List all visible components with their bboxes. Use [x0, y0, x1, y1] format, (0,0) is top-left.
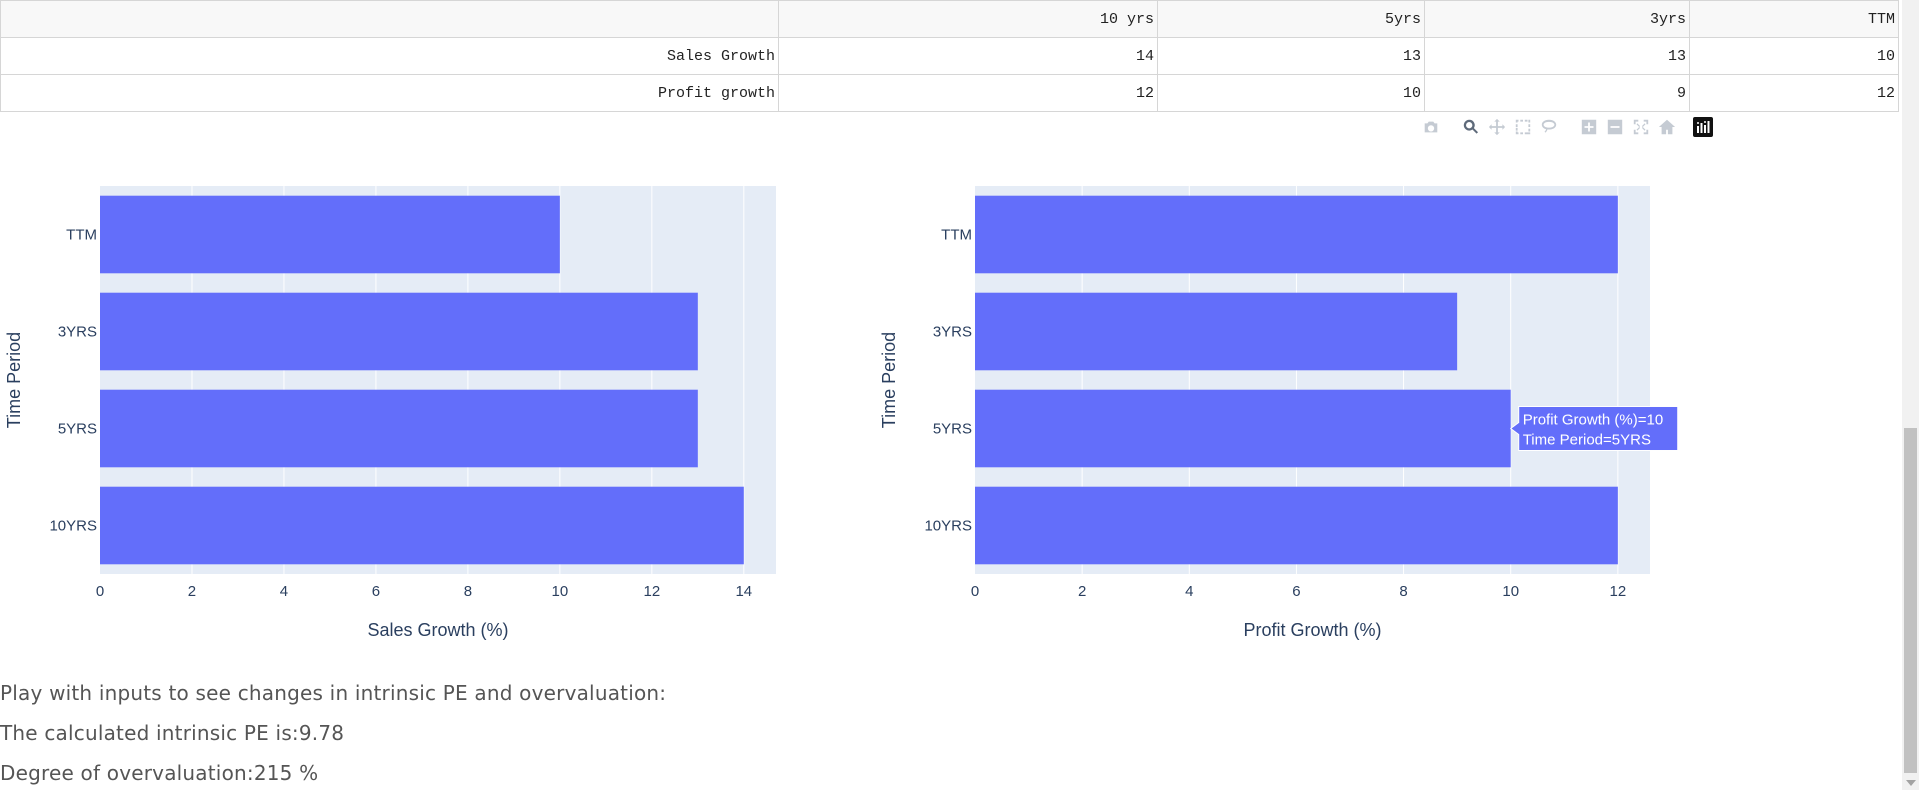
- y-tick-label: TTM: [941, 227, 972, 244]
- row-label: Profit growth: [0, 74, 779, 112]
- zoom-in-icon[interactable]: [1576, 116, 1602, 138]
- tooltip-line: Profit Growth (%)=10: [1523, 412, 1663, 429]
- y-tick-label: 3YRS: [58, 324, 97, 341]
- bar-5yrs[interactable]: [975, 389, 1511, 468]
- table-cell: 13: [1157, 37, 1425, 75]
- table-cell: 12: [1689, 74, 1899, 112]
- bar-3yrs[interactable]: [100, 292, 698, 371]
- zoom-out-icon[interactable]: [1602, 116, 1628, 138]
- camera-icon[interactable]: [1418, 116, 1444, 138]
- x-tick-label: 12: [643, 583, 660, 600]
- scrollbar-thumb[interactable]: [1904, 428, 1917, 773]
- table-header-cell: 3yrs: [1424, 0, 1690, 38]
- growth-table: 10 yrs 5yrs 3yrs TTM Sales Growth 14 13 …: [0, 0, 1899, 112]
- profit-growth-chart[interactable]: 0 2 4 6 8 10 12 10YRS 5YRS 3YRS TTM Profit Growth (…: [870, 150, 1700, 640]
- row-label: Sales Growth: [0, 37, 779, 75]
- autoscale-icon[interactable]: [1628, 116, 1654, 138]
- table-header-cell: TTM: [1689, 0, 1899, 38]
- table-cell: 10: [1157, 74, 1425, 112]
- x-axis-title: Sales Growth (%): [367, 620, 508, 640]
- x-tick-label: 2: [1078, 583, 1086, 600]
- x-tick-label: 12: [1610, 583, 1627, 600]
- plot-modebar: [1418, 116, 1714, 138]
- tooltip-line: Time Period=5YRS: [1523, 432, 1651, 449]
- lasso-select-icon[interactable]: [1536, 116, 1562, 138]
- chart-svg[interactable]: 0 2 4 6 8 10 12 10YRS 5YRS 3YRS TTM Profit Growth (…: [870, 150, 1700, 640]
- plotly-logo-icon[interactable]: [1692, 116, 1714, 138]
- intrinsic-pe-text: The calculated intrinsic PE is:9.78: [0, 721, 345, 745]
- zoom-icon[interactable]: [1458, 116, 1484, 138]
- table-cell: 13: [1424, 37, 1690, 75]
- table-row: Profit growth 12 10 9 12: [0, 74, 1899, 112]
- chart-svg[interactable]: 0 2 4 6 8 10 12 14 10YRS 5YRS 3YRS TTM Sales Growth …: [0, 150, 790, 640]
- y-tick-label: 10YRS: [924, 518, 972, 535]
- table-cell: 12: [778, 74, 1158, 112]
- x-tick-label: 4: [280, 583, 288, 600]
- table-header-row: 10 yrs 5yrs 3yrs TTM: [0, 0, 1899, 38]
- y-axis-title: Time Period: [4, 332, 24, 428]
- page-scrollbar[interactable]: [1902, 0, 1919, 790]
- table-header-cell: 5yrs: [1157, 0, 1425, 38]
- box-select-icon[interactable]: [1510, 116, 1536, 138]
- hover-tooltip: Profit Growth (%)=10 Time Period=5YRS: [1509, 406, 1679, 451]
- x-tick-label: 4: [1185, 583, 1193, 600]
- x-tick-label: 0: [971, 583, 979, 600]
- bar-ttm[interactable]: [975, 195, 1618, 274]
- x-tick-label: 6: [372, 583, 380, 600]
- pan-icon[interactable]: [1484, 116, 1510, 138]
- x-tick-label: 10: [552, 583, 569, 600]
- table-cell: 10: [1689, 37, 1899, 75]
- table-cell: 14: [778, 37, 1158, 75]
- bar-10yrs[interactable]: [975, 486, 1618, 565]
- x-tick-label: 14: [735, 583, 752, 600]
- y-tick-label: TTM: [66, 227, 97, 244]
- table-row: Sales Growth 14 13 13 10: [0, 37, 1899, 75]
- overvaluation-text: Degree of overvaluation:215 %: [0, 761, 319, 785]
- table-header-cell: 10 yrs: [778, 0, 1158, 38]
- scroll-down-arrow-icon[interactable]: [1906, 780, 1916, 786]
- x-tick-label: 2: [188, 583, 196, 600]
- table-cell: 9: [1424, 74, 1690, 112]
- bar-ttm[interactable]: [100, 195, 560, 274]
- reset-axes-icon[interactable]: [1654, 116, 1680, 138]
- x-tick-label: 6: [1292, 583, 1300, 600]
- y-axis-title: Time Period: [879, 332, 899, 428]
- bar-3yrs[interactable]: [975, 292, 1458, 371]
- sales-growth-chart[interactable]: 0 2 4 6 8 10 12 14 10YRS 5YRS 3YRS TTM Sales Growth …: [0, 150, 790, 640]
- bar-10yrs[interactable]: [100, 486, 744, 565]
- x-tick-label: 0: [96, 583, 104, 600]
- x-axis-title: Profit Growth (%): [1243, 620, 1381, 640]
- instructions-text: Play with inputs to see changes in intri…: [0, 681, 667, 705]
- y-tick-label: 5YRS: [58, 421, 97, 438]
- y-tick-label: 5YRS: [933, 421, 972, 438]
- x-tick-label: 8: [464, 583, 472, 600]
- y-tick-label: 10YRS: [49, 518, 97, 535]
- bar-5yrs[interactable]: [100, 389, 698, 468]
- x-tick-label: 8: [1399, 583, 1407, 600]
- table-header-cell: [0, 0, 779, 38]
- y-tick-label: 3YRS: [933, 324, 972, 341]
- x-tick-label: 10: [1502, 583, 1519, 600]
